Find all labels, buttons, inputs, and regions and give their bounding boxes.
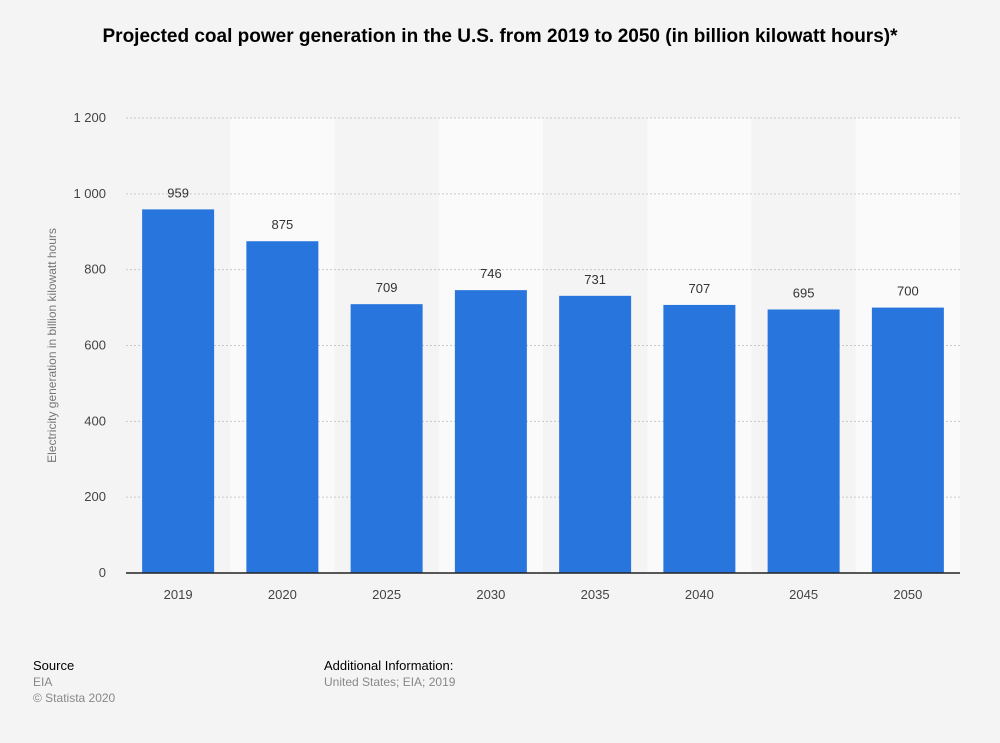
x-tick-label: 2025 [372,587,401,602]
bar [663,304,736,573]
y-tick-label: 1 200 [73,110,106,125]
y-tick-label: 200 [84,489,106,504]
additional-info-block: Additional Information: United States; E… [324,658,455,690]
data-label: 707 [689,281,711,296]
y-tick-label: 400 [84,413,106,428]
chart-title: Projected coal power generation in the U… [102,26,898,47]
data-label: 709 [376,280,398,295]
additional-info-value: United States; EIA; 2019 [324,675,456,689]
bar [142,209,215,574]
x-tick-label: 2050 [893,587,922,602]
y-tick-label: 1 000 [73,186,106,201]
y-tick-label: 0 [99,565,106,580]
source-label: Source [33,658,75,673]
bar [246,241,319,573]
x-tick-label: 2020 [268,587,297,602]
x-axis-ticks: 2019 2020 2025 2030 2035 2040 2045 2050 [164,587,923,602]
data-label: 746 [480,266,502,281]
bars [142,209,944,574]
data-label: 731 [584,272,606,287]
x-tick-label: 2035 [581,587,610,602]
source-value: EIA [33,675,53,689]
bar [350,304,423,573]
additional-info-label: Additional Information: [324,658,454,673]
x-tick-label: 2030 [476,587,505,602]
data-label: 695 [793,285,815,300]
data-labels: 959 875 709 746 731 707 695 700 [167,185,918,300]
bar [767,309,840,573]
bar [871,307,944,573]
y-tick-label: 800 [84,262,106,277]
x-tick-label: 2045 [789,587,818,602]
gridlines [126,117,960,498]
y-axis-ticks: 0 200 400 600 800 1 000 1 200 [73,110,106,580]
source-block: Source EIA © Statista 2020 [33,658,115,706]
bar [559,295,632,573]
data-label: 959 [167,185,189,200]
data-label: 700 [897,284,919,299]
bar [454,290,527,573]
y-tick-label: 600 [84,338,106,353]
y-axis-label: Electricity generation in billion kilowa… [45,228,59,463]
x-tick-label: 2019 [164,587,193,602]
copyright: © Statista 2020 [33,691,116,705]
data-label: 875 [272,217,294,232]
x-tick-label: 2040 [685,587,714,602]
